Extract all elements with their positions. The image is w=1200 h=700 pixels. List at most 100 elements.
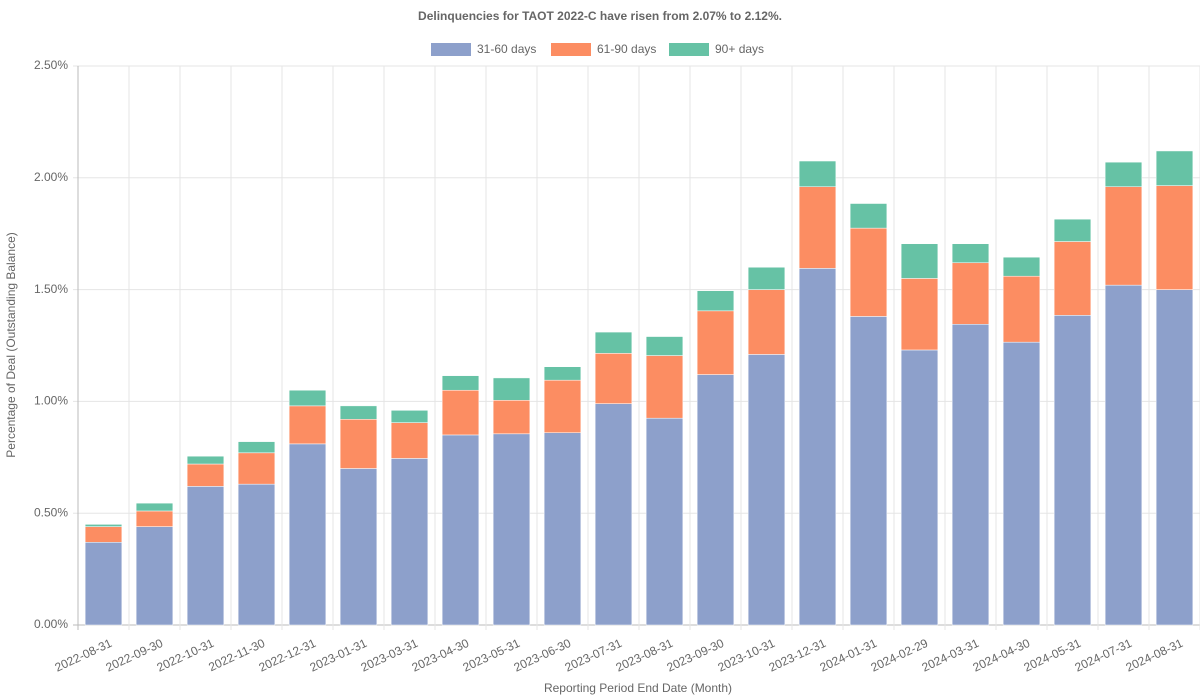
bar-segment xyxy=(543,432,582,626)
y-axis-label: Percentage of Deal (Outstanding Balance) xyxy=(4,232,18,457)
bar-segment xyxy=(798,186,837,269)
bar-segment xyxy=(237,483,276,626)
bar-segment xyxy=(645,417,684,626)
bar-segment xyxy=(186,455,225,465)
bar-segment xyxy=(1155,150,1194,186)
y-tick-label: 2.00% xyxy=(34,170,68,184)
legend-swatch xyxy=(431,43,471,56)
bar-segment xyxy=(951,324,990,626)
x-tick-label: 2022-11-30 xyxy=(206,636,267,674)
bar-segment xyxy=(696,374,735,626)
bar-segment xyxy=(1104,186,1143,286)
bar-segment xyxy=(1104,284,1143,626)
y-tick-label: 1.00% xyxy=(34,394,68,408)
x-tick-label: 2023-05-31 xyxy=(461,636,523,675)
bar-segment xyxy=(900,243,939,279)
y-tick-label: 0.00% xyxy=(34,617,68,631)
x-tick-label: 2024-01-31 xyxy=(818,636,880,675)
bar-segment xyxy=(1104,161,1143,187)
bar-segment xyxy=(594,353,633,404)
bar-segment xyxy=(645,336,684,356)
x-tick-label: 2024-05-31 xyxy=(1022,636,1084,675)
x-tick-label: 2024-02-29 xyxy=(869,636,931,675)
bar-segment xyxy=(135,502,174,512)
bar-segment xyxy=(1155,185,1194,290)
bar-segment xyxy=(900,349,939,626)
x-tick-label: 2023-10-31 xyxy=(716,636,778,675)
bar-segment xyxy=(543,366,582,381)
x-tick-label: 2022-09-30 xyxy=(104,636,166,675)
bar-segment xyxy=(849,227,888,317)
bar-segment xyxy=(84,542,123,626)
chart-title: Delinquencies for TAOT 2022-C have risen… xyxy=(418,9,782,23)
legend-label: 90+ days xyxy=(715,42,764,56)
bar-segment xyxy=(339,419,378,469)
x-tick-label: 2023-03-31 xyxy=(359,636,421,675)
x-tick-label: 2024-04-30 xyxy=(971,636,1033,675)
bar-segment xyxy=(747,266,786,290)
bar-segment xyxy=(339,468,378,626)
bar-segment xyxy=(594,403,633,626)
bar-segment xyxy=(237,452,276,485)
bar-segment xyxy=(696,290,735,312)
x-tick-label: 2024-03-31 xyxy=(920,636,982,675)
bar-segment xyxy=(951,243,990,264)
x-tick-label: 2024-07-31 xyxy=(1073,636,1135,675)
x-tick-label: 2023-12-31 xyxy=(767,636,829,675)
bar-segment xyxy=(1002,256,1041,277)
bar-segment xyxy=(1053,315,1092,626)
bar-segment xyxy=(849,203,888,229)
bar-segment xyxy=(747,354,786,626)
x-tick-label: 2023-09-30 xyxy=(665,636,727,675)
bar-segment xyxy=(747,289,786,355)
bar-segment xyxy=(1002,275,1041,343)
bar-segment xyxy=(441,389,480,436)
x-axis-label: Reporting Period End Date (Month) xyxy=(544,681,732,695)
x-tick-label: 2022-10-31 xyxy=(155,636,217,675)
bar-segment xyxy=(84,524,123,527)
y-tick-label: 0.50% xyxy=(34,505,68,519)
bar-segment xyxy=(390,458,429,626)
bar-segment xyxy=(135,526,174,626)
bar-segment xyxy=(84,526,123,543)
x-tick-label: 2024-08-31 xyxy=(1124,636,1186,675)
bar-segment xyxy=(288,405,327,445)
bar-segment xyxy=(645,355,684,419)
bar-segment xyxy=(135,510,174,527)
bar-segment xyxy=(798,268,837,626)
x-tick-label: 2023-01-31 xyxy=(308,636,370,675)
bar-segment xyxy=(441,434,480,626)
x-tick-label: 2023-08-31 xyxy=(614,636,676,675)
bar-segment xyxy=(186,463,225,487)
bar-segment xyxy=(1053,218,1092,242)
bar-segment xyxy=(594,331,633,354)
bar-segment xyxy=(492,433,531,626)
bar-segment xyxy=(1002,341,1041,626)
x-tick-label: 2023-07-31 xyxy=(563,636,625,675)
bar-segment xyxy=(543,379,582,433)
legend-swatch xyxy=(669,43,709,56)
bar-segment xyxy=(1053,241,1092,316)
x-tick-label: 2023-04-30 xyxy=(410,636,472,675)
legend-label: 61-90 days xyxy=(597,42,656,56)
bar-segment xyxy=(390,410,429,423)
bar-segment xyxy=(900,278,939,351)
bar-segment xyxy=(237,441,276,454)
bar-segment xyxy=(1155,289,1194,626)
x-tick-label: 2022-08-31 xyxy=(53,636,115,675)
legend-swatch xyxy=(551,43,591,56)
legend-label: 31-60 days xyxy=(477,42,536,56)
bar-segment xyxy=(492,400,531,435)
y-tick-label: 1.50% xyxy=(34,282,68,296)
x-tick-label: 2022-12-31 xyxy=(257,636,319,675)
bar-segment xyxy=(186,486,225,626)
bar-segment xyxy=(696,310,735,375)
bar-segment xyxy=(441,375,480,391)
y-tick-label: 2.50% xyxy=(34,58,68,72)
bar-segment xyxy=(798,160,837,187)
bar-segment xyxy=(492,377,531,401)
bar-segment xyxy=(288,443,327,626)
bar-segment xyxy=(288,389,327,407)
x-tick-label: 2023-06-30 xyxy=(512,636,574,675)
